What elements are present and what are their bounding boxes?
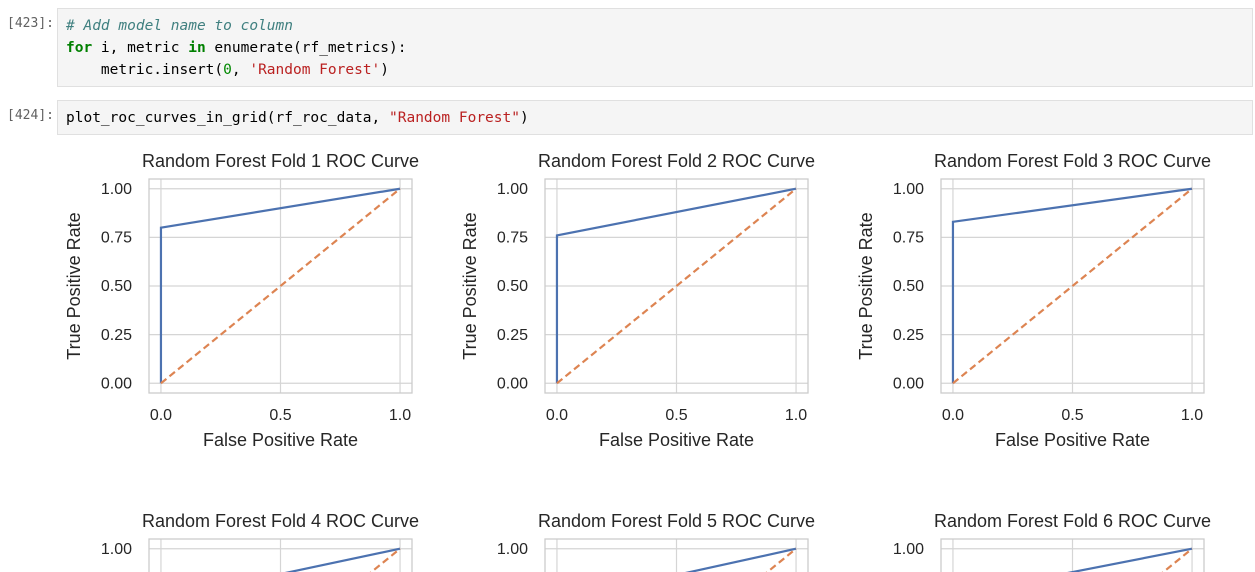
code-cell[interactable]: # Add model name to column for i, metric… [57,8,1253,87]
y-tick-label: 0.75 [893,230,924,247]
x-tick-label: 1.0 [785,407,807,424]
y-tick-label: 0.25 [893,327,924,344]
x-axis-label: False Positive Rate [995,430,1150,450]
y-tick-label: 1.00 [101,181,132,198]
roc-line [684,547,797,572]
roc-line [951,187,1193,384]
plot-frame [544,538,809,572]
chart-title: Random Forest Fold 2 ROC Curve [538,151,815,171]
y-tick-label: 1.00 [497,541,528,558]
x-tick-label: 0.0 [942,407,964,424]
code: ) [519,110,529,126]
x-tick-label: 0.5 [665,407,687,424]
y-tick-label: 0.25 [101,327,132,344]
cell-prompt: [424]: [7,108,54,123]
code-line: plot_roc_curves_in_grid(rf_roc_data, "Ra… [66,107,1252,129]
chart-title: Random Forest Fold 1 ROC Curve [142,151,419,171]
roc-line [952,187,1193,385]
x-axis-label: False Positive Rate [599,430,754,450]
plot-frame [148,538,413,572]
keyword: in [188,40,206,56]
chart-title: Random Forest Fold 5 ROC Curve [538,511,815,531]
y-axis-label: True Positive Rate [856,212,876,359]
code-line: for i, metric in enumerate(rf_metrics): [66,37,1252,59]
x-tick-label: 1.0 [389,407,411,424]
chart-title: Random Forest Fold 3 ROC Curve [934,151,1211,171]
code: enumerate(rf_metrics): [205,40,407,56]
y-tick-label: 0.00 [893,375,924,392]
y-tick-label: 0.50 [497,278,528,295]
roc-line [284,547,401,572]
string: "Random Forest" [389,110,520,126]
plot-frame [940,538,1205,572]
chart-title: Random Forest Fold 4 ROC Curve [142,511,419,531]
roc-line [160,187,401,385]
chart-title: Random Forest Fold 6 ROC Curve [934,511,1211,531]
roc-line [556,187,797,385]
y-tick-label: 0.00 [101,375,132,392]
comment: # Add model name to column [66,18,293,34]
code: metric.insert( [66,62,224,78]
string: 'Random Forest' [249,62,381,78]
plot-frame [940,178,1205,394]
plot-frame [544,178,809,394]
code: i, metric [92,40,189,56]
y-tick-label: 0.25 [497,327,528,344]
code: ) [380,62,390,78]
y-tick-label: 1.00 [497,181,528,198]
cell-prompt: [423]: [7,16,54,31]
plot-frame [148,178,413,394]
y-tick-label: 0.00 [497,375,528,392]
x-axis-label: False Positive Rate [203,430,358,450]
x-tick-label: 0.5 [269,407,291,424]
roc-line [1067,547,1193,572]
y-axis-label: True Positive Rate [460,212,480,359]
code: , [231,62,250,78]
y-tick-label: 0.50 [893,278,924,295]
x-tick-label: 0.0 [150,407,172,424]
y-tick-label: 0.50 [101,278,132,295]
keyword: for [66,40,93,56]
code-line: metric.insert(0, 'Random Forest') [66,59,1252,81]
y-tick-label: 1.00 [893,181,924,198]
code-cell[interactable]: plot_roc_curves_in_grid(rf_roc_data, "Ra… [57,100,1253,135]
x-tick-label: 0.0 [546,407,568,424]
x-tick-label: 0.5 [1061,407,1083,424]
number: 0 [223,62,232,78]
y-tick-label: 0.75 [497,230,528,247]
code: plot_roc_curves_in_grid(rf_roc_data, [66,110,390,126]
y-axis-label: True Positive Rate [64,212,84,359]
y-tick-label: 1.00 [101,541,132,558]
y-tick-label: 1.00 [893,541,924,558]
y-tick-label: 0.75 [101,230,132,247]
roc-line [159,187,401,384]
code-line: # Add model name to column [66,15,1252,37]
x-tick-label: 1.0 [1181,407,1203,424]
roc-line [555,187,797,384]
